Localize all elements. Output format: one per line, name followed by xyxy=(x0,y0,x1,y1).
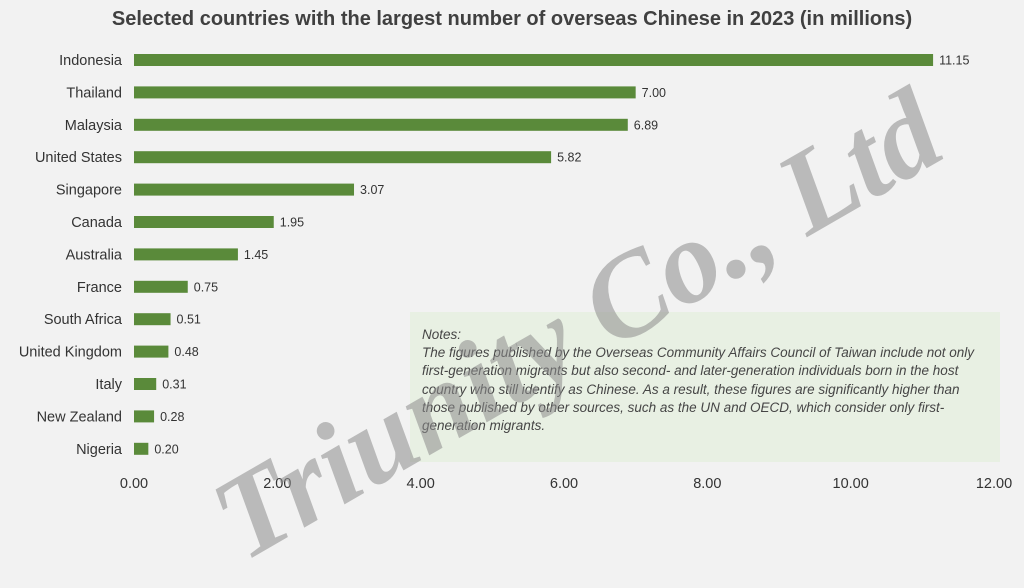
x-tick-label: 10.00 xyxy=(833,476,869,492)
value-label: 7.00 xyxy=(642,86,666,100)
category-label: United States xyxy=(35,150,122,166)
value-label: 0.51 xyxy=(177,313,201,327)
category-label: South Africa xyxy=(44,312,123,328)
bars xyxy=(134,54,934,455)
value-label: 0.20 xyxy=(154,442,178,456)
bar xyxy=(134,345,169,358)
x-tick-label: 2.00 xyxy=(263,476,291,492)
bar xyxy=(134,378,157,390)
bar xyxy=(134,86,636,99)
category-label: United Kingdom xyxy=(19,345,122,361)
value-label: 0.48 xyxy=(174,345,198,359)
value-label: 1.95 xyxy=(280,216,304,230)
x-tick-label: 8.00 xyxy=(693,476,721,492)
bar xyxy=(134,183,355,196)
bar xyxy=(134,248,238,261)
notes-title: Notes: xyxy=(422,327,462,342)
x-tick-label: 6.00 xyxy=(550,476,578,492)
value-label: 1.45 xyxy=(244,248,268,262)
bar xyxy=(134,410,155,423)
category-labels: Indonesia Thailand Malaysia United States Si… xyxy=(19,53,123,458)
category-label: Australia xyxy=(66,247,123,263)
category-label: Italy xyxy=(95,377,122,393)
value-label: 0.28 xyxy=(160,410,184,424)
bar-chart: Indonesia Thailand Malaysia United States Si… xyxy=(19,53,1012,492)
category-label: New Zealand xyxy=(37,409,122,425)
category-label: France xyxy=(77,280,122,296)
x-axis-ticks: 0.00 2.00 4.00 6.00 8.00 10.00 12.00 xyxy=(120,476,1012,492)
value-labels: 11.15 7.00 6.89 5.82 3.07 1.95 1.45 0.75 0.51 0.4… xyxy=(154,54,969,457)
value-label: 3.07 xyxy=(360,183,384,197)
chart-title: Selected countries with the largest numb… xyxy=(111,8,913,30)
value-label: 11.15 xyxy=(939,54,969,68)
bar xyxy=(134,151,552,164)
notes-text: The figures published by the Overseas Co… xyxy=(422,345,975,434)
category-label: Malaysia xyxy=(65,118,123,134)
notes-box: Notes: The figures published by the Over… xyxy=(410,312,1000,462)
category-label: Nigeria xyxy=(76,442,123,458)
value-label: 0.31 xyxy=(162,378,186,392)
category-label: Singapore xyxy=(56,183,122,199)
bar xyxy=(134,280,188,293)
bar xyxy=(134,442,149,455)
x-tick-label: 12.00 xyxy=(976,476,1012,492)
x-tick-label: 4.00 xyxy=(407,476,435,492)
value-label: 0.75 xyxy=(194,280,218,294)
bar xyxy=(134,216,274,228)
x-tick-label: 0.00 xyxy=(120,476,148,492)
category-label: Canada xyxy=(71,215,123,231)
category-label: Indonesia xyxy=(59,53,123,69)
bar xyxy=(134,313,171,326)
value-label: 5.82 xyxy=(557,151,581,165)
category-label: Thailand xyxy=(66,85,122,101)
bar xyxy=(134,54,934,66)
bar xyxy=(134,118,628,131)
value-label: 6.89 xyxy=(634,118,658,132)
